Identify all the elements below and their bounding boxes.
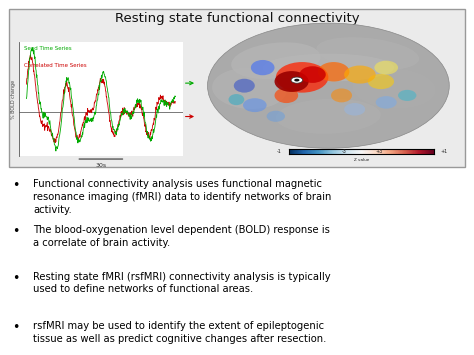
Text: Resting state fMRI (rsfMRI) connectivity analysis is typically
used to define ne: Resting state fMRI (rsfMRI) connectivity… [33, 272, 331, 294]
Text: •: • [12, 321, 19, 334]
Text: rsfMRI may be used to identify the extent of epileptogenic
tissue as well as pre: rsfMRI may be used to identify the exten… [33, 321, 327, 344]
Ellipse shape [212, 68, 287, 109]
Ellipse shape [251, 60, 274, 75]
Ellipse shape [344, 103, 365, 116]
Ellipse shape [318, 62, 349, 82]
Ellipse shape [398, 90, 417, 101]
Y-axis label: % BOLD change: % BOLD change [11, 80, 16, 119]
Ellipse shape [263, 54, 394, 82]
Text: -1: -1 [277, 149, 282, 154]
Ellipse shape [208, 23, 449, 148]
Text: +3: +3 [375, 149, 382, 154]
Text: The blood-oxygenation level dependent (BOLD) response is
a correlate of brain ac: The blood-oxygenation level dependent (B… [33, 225, 330, 248]
Ellipse shape [243, 98, 267, 112]
Circle shape [294, 79, 300, 82]
Ellipse shape [276, 62, 328, 93]
Ellipse shape [276, 99, 381, 134]
Bar [9, 9, 465, 167]
Text: •: • [12, 272, 19, 285]
Ellipse shape [374, 61, 398, 75]
Text: Seed Time Series: Seed Time Series [24, 46, 72, 51]
Ellipse shape [228, 94, 244, 105]
Text: Resting state functional connectivity: Resting state functional connectivity [115, 12, 359, 26]
Text: •: • [12, 179, 19, 192]
Ellipse shape [274, 88, 298, 103]
Ellipse shape [317, 37, 419, 70]
Ellipse shape [376, 96, 397, 109]
Text: -3: -3 [341, 149, 346, 154]
Ellipse shape [267, 111, 285, 122]
Ellipse shape [331, 88, 352, 102]
Ellipse shape [300, 66, 326, 83]
Ellipse shape [344, 66, 376, 83]
Text: •: • [12, 225, 19, 239]
Ellipse shape [368, 74, 394, 89]
Circle shape [291, 77, 302, 83]
Ellipse shape [274, 71, 309, 92]
Text: Functional connectivity analysis uses functional magnetic
resonance imaging (fMR: Functional connectivity analysis uses fu… [33, 179, 331, 215]
Ellipse shape [234, 79, 255, 93]
Text: Z value: Z value [354, 158, 369, 162]
Text: +1: +1 [441, 149, 448, 154]
Ellipse shape [353, 69, 436, 108]
Text: 30s: 30s [95, 163, 107, 168]
Text: Correlated Time Series: Correlated Time Series [24, 63, 86, 68]
Ellipse shape [231, 42, 320, 79]
